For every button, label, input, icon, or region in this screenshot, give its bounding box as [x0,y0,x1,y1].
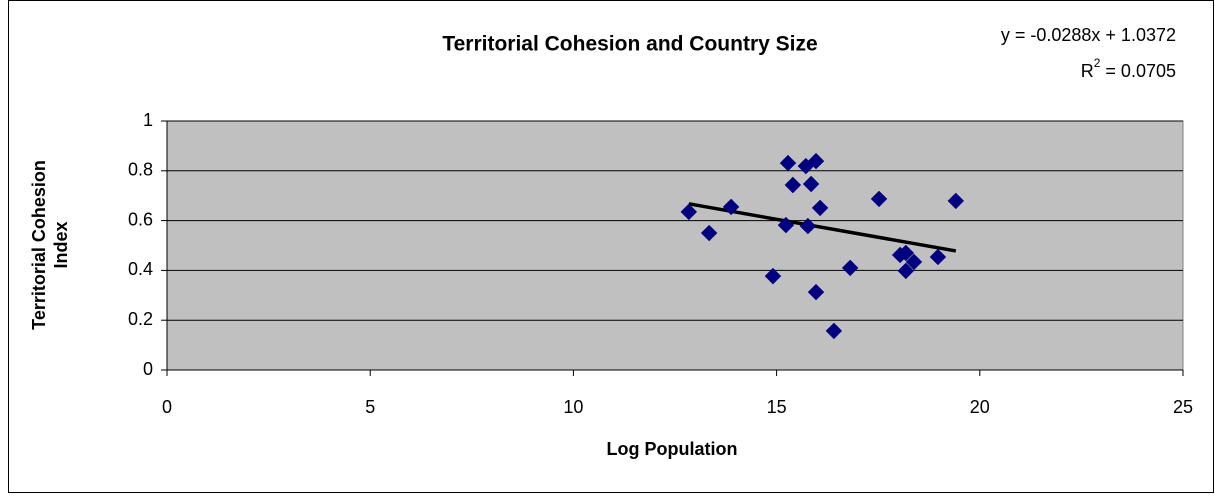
data-point [700,224,718,242]
data-point [807,152,825,170]
x-tick-label: 5 [365,397,375,417]
r-squared-sup: 2 [1094,56,1101,70]
trendline-equation: y = -0.0288x + 1.0372 [1001,25,1176,45]
x-axis-label: Log Population [607,439,738,459]
r-squared-prefix: R [1081,61,1094,81]
x-tick-label: 0 [162,397,172,417]
data-point [825,322,843,340]
y-axis-label: Territorial Cohesion Index [29,160,71,330]
data-point [841,259,859,277]
data-point [784,176,802,194]
data-point [929,248,947,266]
x-tick-label: 20 [970,397,990,417]
data-point [680,203,698,221]
x-tick-label: 15 [767,397,787,417]
data-point [799,217,817,235]
y-tick-label: 0.8 [128,160,153,180]
data-point [897,244,915,262]
data-point [811,199,829,217]
y-tick-label: 0.2 [128,309,153,329]
chart-title: Territorial Cohesion and Country Size [442,33,817,56]
data-point [947,192,965,210]
data-point [807,283,825,301]
y-tick-label: 0.6 [128,209,153,229]
y-axis-label-line: Territorial Cohesion [29,160,49,330]
x-tick-label: 10 [563,397,583,417]
data-point [905,253,923,271]
y-axis-label-line: Index [51,221,71,268]
r-squared: R2 = 0.0705 [1081,56,1176,81]
y-tick-label: 0.4 [128,259,153,279]
y-tick-label: 0 [143,359,153,379]
data-point [764,267,782,285]
plot-area [166,120,1184,371]
data-point [802,175,820,193]
y-tick-label: 1 [143,110,153,130]
x-tick-label: 25 [1173,397,1193,417]
data-point [870,190,888,208]
r-squared-value: = 0.0705 [1100,61,1176,81]
data-point [777,216,795,234]
data-point [779,154,797,172]
data-point [897,262,915,280]
data-point [722,198,740,216]
